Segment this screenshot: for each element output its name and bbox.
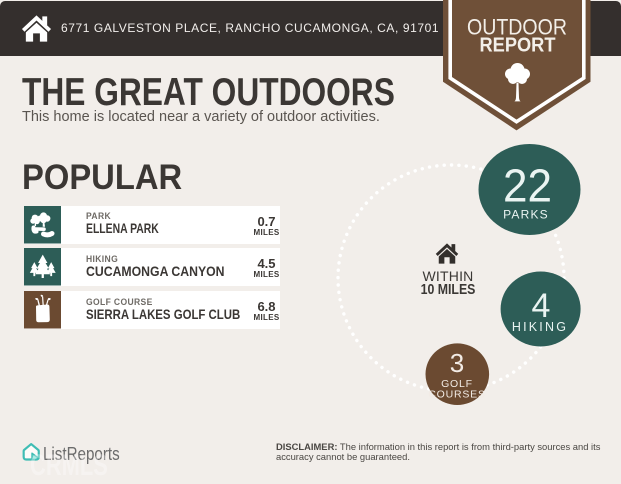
svg-text:PARKS: PARKS — [503, 208, 549, 222]
svg-text:COURSES: COURSES — [428, 388, 486, 400]
svg-text:OUTDOOR: OUTDOOR — [467, 15, 567, 40]
svg-text:REPORT: REPORT — [480, 34, 556, 57]
svg-text:HIKING: HIKING — [512, 320, 568, 334]
svg-text:3: 3 — [450, 348, 464, 378]
svg-text:4: 4 — [532, 287, 551, 325]
svg-text:22: 22 — [503, 159, 552, 211]
svg-text:GOLF: GOLF — [441, 378, 473, 390]
